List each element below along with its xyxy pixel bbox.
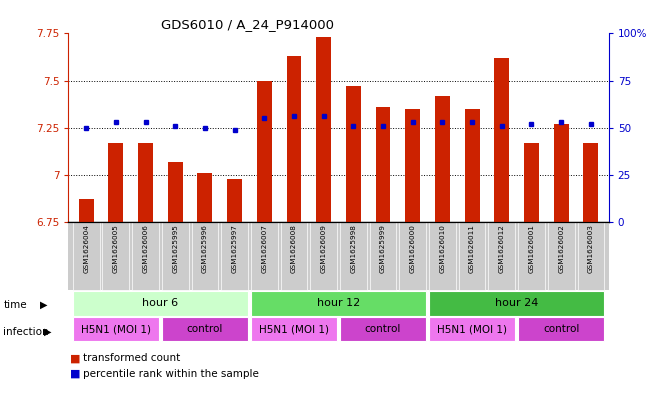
FancyBboxPatch shape <box>73 291 248 316</box>
Bar <box>286 56 301 222</box>
FancyBboxPatch shape <box>102 222 129 290</box>
Bar <box>465 109 480 222</box>
FancyBboxPatch shape <box>162 317 248 342</box>
Bar <box>346 86 361 222</box>
Bar <box>494 58 509 222</box>
FancyBboxPatch shape <box>429 222 456 290</box>
FancyBboxPatch shape <box>488 222 515 290</box>
FancyBboxPatch shape <box>162 222 189 290</box>
Text: H5N1 (MOI 1): H5N1 (MOI 1) <box>81 324 151 334</box>
FancyBboxPatch shape <box>518 317 604 342</box>
Text: GSM1626001: GSM1626001 <box>529 224 534 273</box>
Bar <box>524 143 539 222</box>
FancyBboxPatch shape <box>577 222 604 290</box>
Text: H5N1 (MOI 1): H5N1 (MOI 1) <box>259 324 329 334</box>
Text: H5N1 (MOI 1): H5N1 (MOI 1) <box>437 324 507 334</box>
FancyBboxPatch shape <box>518 222 545 290</box>
FancyBboxPatch shape <box>281 222 307 290</box>
Text: GSM1625995: GSM1625995 <box>173 224 178 273</box>
FancyBboxPatch shape <box>221 222 248 290</box>
Text: percentile rank within the sample: percentile rank within the sample <box>83 369 259 379</box>
Text: GSM1626012: GSM1626012 <box>499 224 505 273</box>
Text: GSM1626011: GSM1626011 <box>469 224 475 273</box>
Text: GSM1626005: GSM1626005 <box>113 224 119 273</box>
Bar <box>79 199 94 222</box>
FancyBboxPatch shape <box>311 222 337 290</box>
Text: ▶: ▶ <box>44 327 52 337</box>
Text: GSM1626006: GSM1626006 <box>143 224 148 273</box>
Text: GSM1626009: GSM1626009 <box>321 224 327 273</box>
FancyBboxPatch shape <box>73 317 159 342</box>
FancyBboxPatch shape <box>429 317 515 342</box>
FancyBboxPatch shape <box>73 222 100 290</box>
Bar <box>406 109 420 222</box>
FancyBboxPatch shape <box>459 222 486 290</box>
Bar <box>316 37 331 222</box>
Text: GSM1626002: GSM1626002 <box>558 224 564 273</box>
Text: GSM1625996: GSM1625996 <box>202 224 208 273</box>
FancyBboxPatch shape <box>548 222 575 290</box>
FancyBboxPatch shape <box>191 222 218 290</box>
Text: GSM1626010: GSM1626010 <box>439 224 445 273</box>
Text: hour 24: hour 24 <box>495 298 538 309</box>
Text: hour 6: hour 6 <box>143 298 178 309</box>
FancyBboxPatch shape <box>340 222 367 290</box>
Text: transformed count: transformed count <box>83 353 180 364</box>
Text: GSM1626003: GSM1626003 <box>588 224 594 273</box>
Bar <box>257 81 271 222</box>
Text: GSM1625999: GSM1625999 <box>380 224 386 273</box>
FancyBboxPatch shape <box>340 317 426 342</box>
Bar <box>168 162 183 222</box>
Bar <box>554 124 568 222</box>
Text: hour 12: hour 12 <box>317 298 360 309</box>
FancyBboxPatch shape <box>251 222 278 290</box>
Text: GSM1626000: GSM1626000 <box>409 224 416 273</box>
FancyBboxPatch shape <box>251 317 337 342</box>
Text: GSM1626008: GSM1626008 <box>291 224 297 273</box>
Text: GSM1626007: GSM1626007 <box>261 224 268 273</box>
Text: control: control <box>187 324 223 334</box>
FancyBboxPatch shape <box>251 291 426 316</box>
Bar <box>583 143 598 222</box>
FancyBboxPatch shape <box>429 291 604 316</box>
Text: control: control <box>365 324 401 334</box>
Text: GSM1626004: GSM1626004 <box>83 224 89 273</box>
Text: ■: ■ <box>70 353 81 364</box>
Text: ▶: ▶ <box>40 299 48 310</box>
Bar <box>109 143 123 222</box>
Bar <box>227 178 242 222</box>
Bar <box>197 173 212 222</box>
FancyBboxPatch shape <box>132 222 159 290</box>
Text: GSM1625998: GSM1625998 <box>350 224 356 273</box>
Text: GDS6010 / A_24_P914000: GDS6010 / A_24_P914000 <box>161 18 334 31</box>
Text: control: control <box>543 324 579 334</box>
FancyBboxPatch shape <box>370 222 396 290</box>
Bar <box>435 95 450 222</box>
Text: ■: ■ <box>70 369 81 379</box>
Text: infection: infection <box>3 327 49 337</box>
FancyBboxPatch shape <box>399 222 426 290</box>
Text: time: time <box>3 299 27 310</box>
Bar <box>138 143 153 222</box>
Text: GSM1625997: GSM1625997 <box>232 224 238 273</box>
Bar <box>376 107 391 222</box>
